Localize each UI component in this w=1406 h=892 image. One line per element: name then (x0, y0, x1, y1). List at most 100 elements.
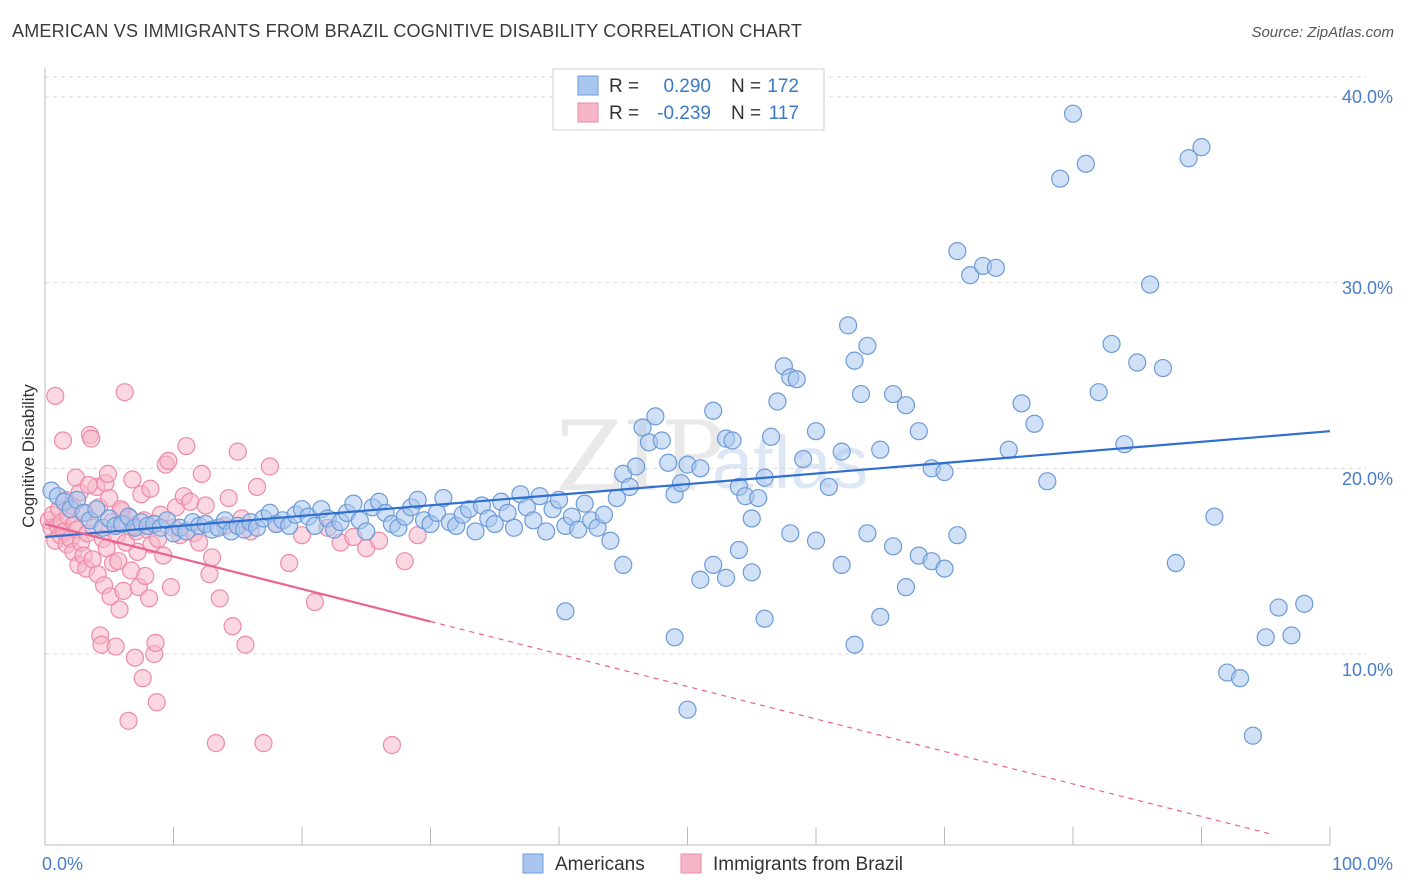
brazil-point-91 (228, 442, 247, 461)
brazil-point-37 (100, 488, 119, 508)
americans-point-61 (434, 488, 453, 508)
americans-point-122 (871, 440, 890, 459)
americans-point-142 (1128, 353, 1147, 372)
legend-n-value-brazil: 117 (769, 103, 799, 124)
americans-point-119 (845, 351, 864, 370)
americans-point-90 (620, 477, 639, 496)
americans-point-153 (1269, 598, 1288, 617)
americans-point-158 (665, 628, 684, 647)
americans-point-172 (883, 537, 903, 556)
brazil-point-52 (123, 470, 142, 489)
brazil-point-79 (181, 492, 200, 511)
americans-point-159 (678, 700, 697, 719)
bottom-legend-label-americans: Americans (555, 854, 645, 875)
brazil-point-96 (254, 734, 273, 753)
bottom-legend-swatch-brazil (680, 853, 702, 874)
americans-point-113 (787, 370, 806, 389)
americans-point-96 (659, 453, 678, 472)
brazil-point-108 (395, 552, 414, 571)
americans-point-83 (575, 494, 594, 513)
brazil-point-97 (260, 457, 279, 476)
americans-point-69 (485, 514, 504, 534)
legend-n-label-americans: N = (731, 76, 761, 97)
brazil-point-83 (196, 496, 215, 515)
brazil-point-25 (82, 429, 101, 448)
stats-legend: R = 0.290 N = 172 R = -0.239 N = 117 (552, 68, 825, 131)
americans-point-163 (729, 540, 749, 560)
americans-point-166 (781, 524, 800, 543)
americans-point-66 (466, 522, 485, 541)
brazil-point-95 (247, 477, 267, 496)
trend-lines (44, 430, 1331, 835)
americans-point-115 (806, 422, 826, 441)
brazil-point-63 (141, 479, 160, 498)
brazil-point-60 (136, 566, 155, 586)
americans-point-47 (344, 494, 363, 513)
americans-point-165 (755, 609, 774, 628)
brazil-point-90 (223, 617, 242, 636)
source-note: Source: ZipAtlas.com (1251, 24, 1394, 41)
americans-point-168 (832, 555, 851, 574)
y-tick-label-20: 20.0% (1342, 469, 1393, 489)
series-legend: Americans Immigrants from Brazil (522, 853, 903, 875)
americans-point-107 (749, 488, 768, 508)
legend-r-value-americans: 0.290 (663, 76, 711, 97)
brazil-point-66 (146, 633, 165, 652)
brazil-point-78 (177, 436, 196, 456)
legend-swatch-americans (577, 75, 599, 96)
brazil-point-89 (219, 488, 238, 508)
americans-point-171 (871, 607, 890, 626)
brazil-point-86 (206, 734, 226, 753)
americans-point-100 (691, 459, 710, 478)
americans-point-138 (1076, 154, 1095, 173)
brazil-point-107 (382, 735, 402, 755)
legend-r-value-brazil: -0.239 (657, 103, 711, 124)
americans-point-128 (948, 242, 967, 261)
americans-point-131 (986, 258, 1006, 277)
legend-r-label-brazil: R = (609, 103, 639, 124)
americans-point-154 (1282, 626, 1301, 645)
brazil-point-43 (109, 552, 128, 571)
americans-point-139 (1089, 383, 1108, 402)
bottom-legend-swatch-americans (522, 853, 544, 874)
legend-n-label-brazil: N = (731, 103, 761, 124)
brazil-point-58 (133, 669, 152, 688)
americans-point-133 (1012, 394, 1031, 413)
y-axis-label: Cognitive Disability (19, 384, 38, 528)
americans-point-118 (839, 316, 858, 335)
americans-point-141 (1115, 435, 1134, 454)
trend-line-brazil-solid (44, 522, 431, 623)
brazil-point-53 (125, 648, 145, 667)
americans-point-152 (1256, 628, 1275, 647)
americans-point-148 (1205, 507, 1224, 526)
brazil-point-72 (159, 451, 178, 471)
brazil-point-73 (161, 578, 181, 597)
americans-point-151 (1243, 726, 1263, 745)
americans-point-173 (896, 578, 916, 597)
americans-point-49 (357, 522, 376, 541)
americans-point-94 (646, 407, 665, 426)
americans-point-103 (723, 431, 742, 450)
americans-point-167 (806, 531, 826, 550)
brazil-point-106 (370, 531, 389, 550)
americans-point-77 (537, 522, 556, 541)
chart-title: AMERICAN VS IMMIGRANTS FROM BRAZIL COGNI… (12, 21, 803, 41)
americans-point-169 (845, 635, 864, 654)
americans-point-72 (504, 518, 524, 537)
brazil-point-41 (106, 637, 125, 656)
x-tick-label-100: 100.0% (1332, 854, 1393, 874)
americans-point-106 (742, 509, 761, 528)
brazil-point-113 (79, 475, 98, 495)
axes (44, 68, 1331, 846)
americans-point-132 (999, 440, 1018, 459)
brazil-point-110 (46, 386, 65, 406)
americans-point-101 (704, 401, 723, 420)
brazil-point-111 (53, 431, 73, 450)
americans-point-162 (716, 568, 736, 587)
brazil-point-46 (114, 581, 133, 600)
americans-point-155 (1295, 594, 1314, 613)
americans-point-134 (1025, 414, 1044, 433)
americans-point-170 (858, 524, 877, 543)
americans-point-176 (935, 559, 954, 578)
americans-point-147 (1192, 138, 1211, 157)
